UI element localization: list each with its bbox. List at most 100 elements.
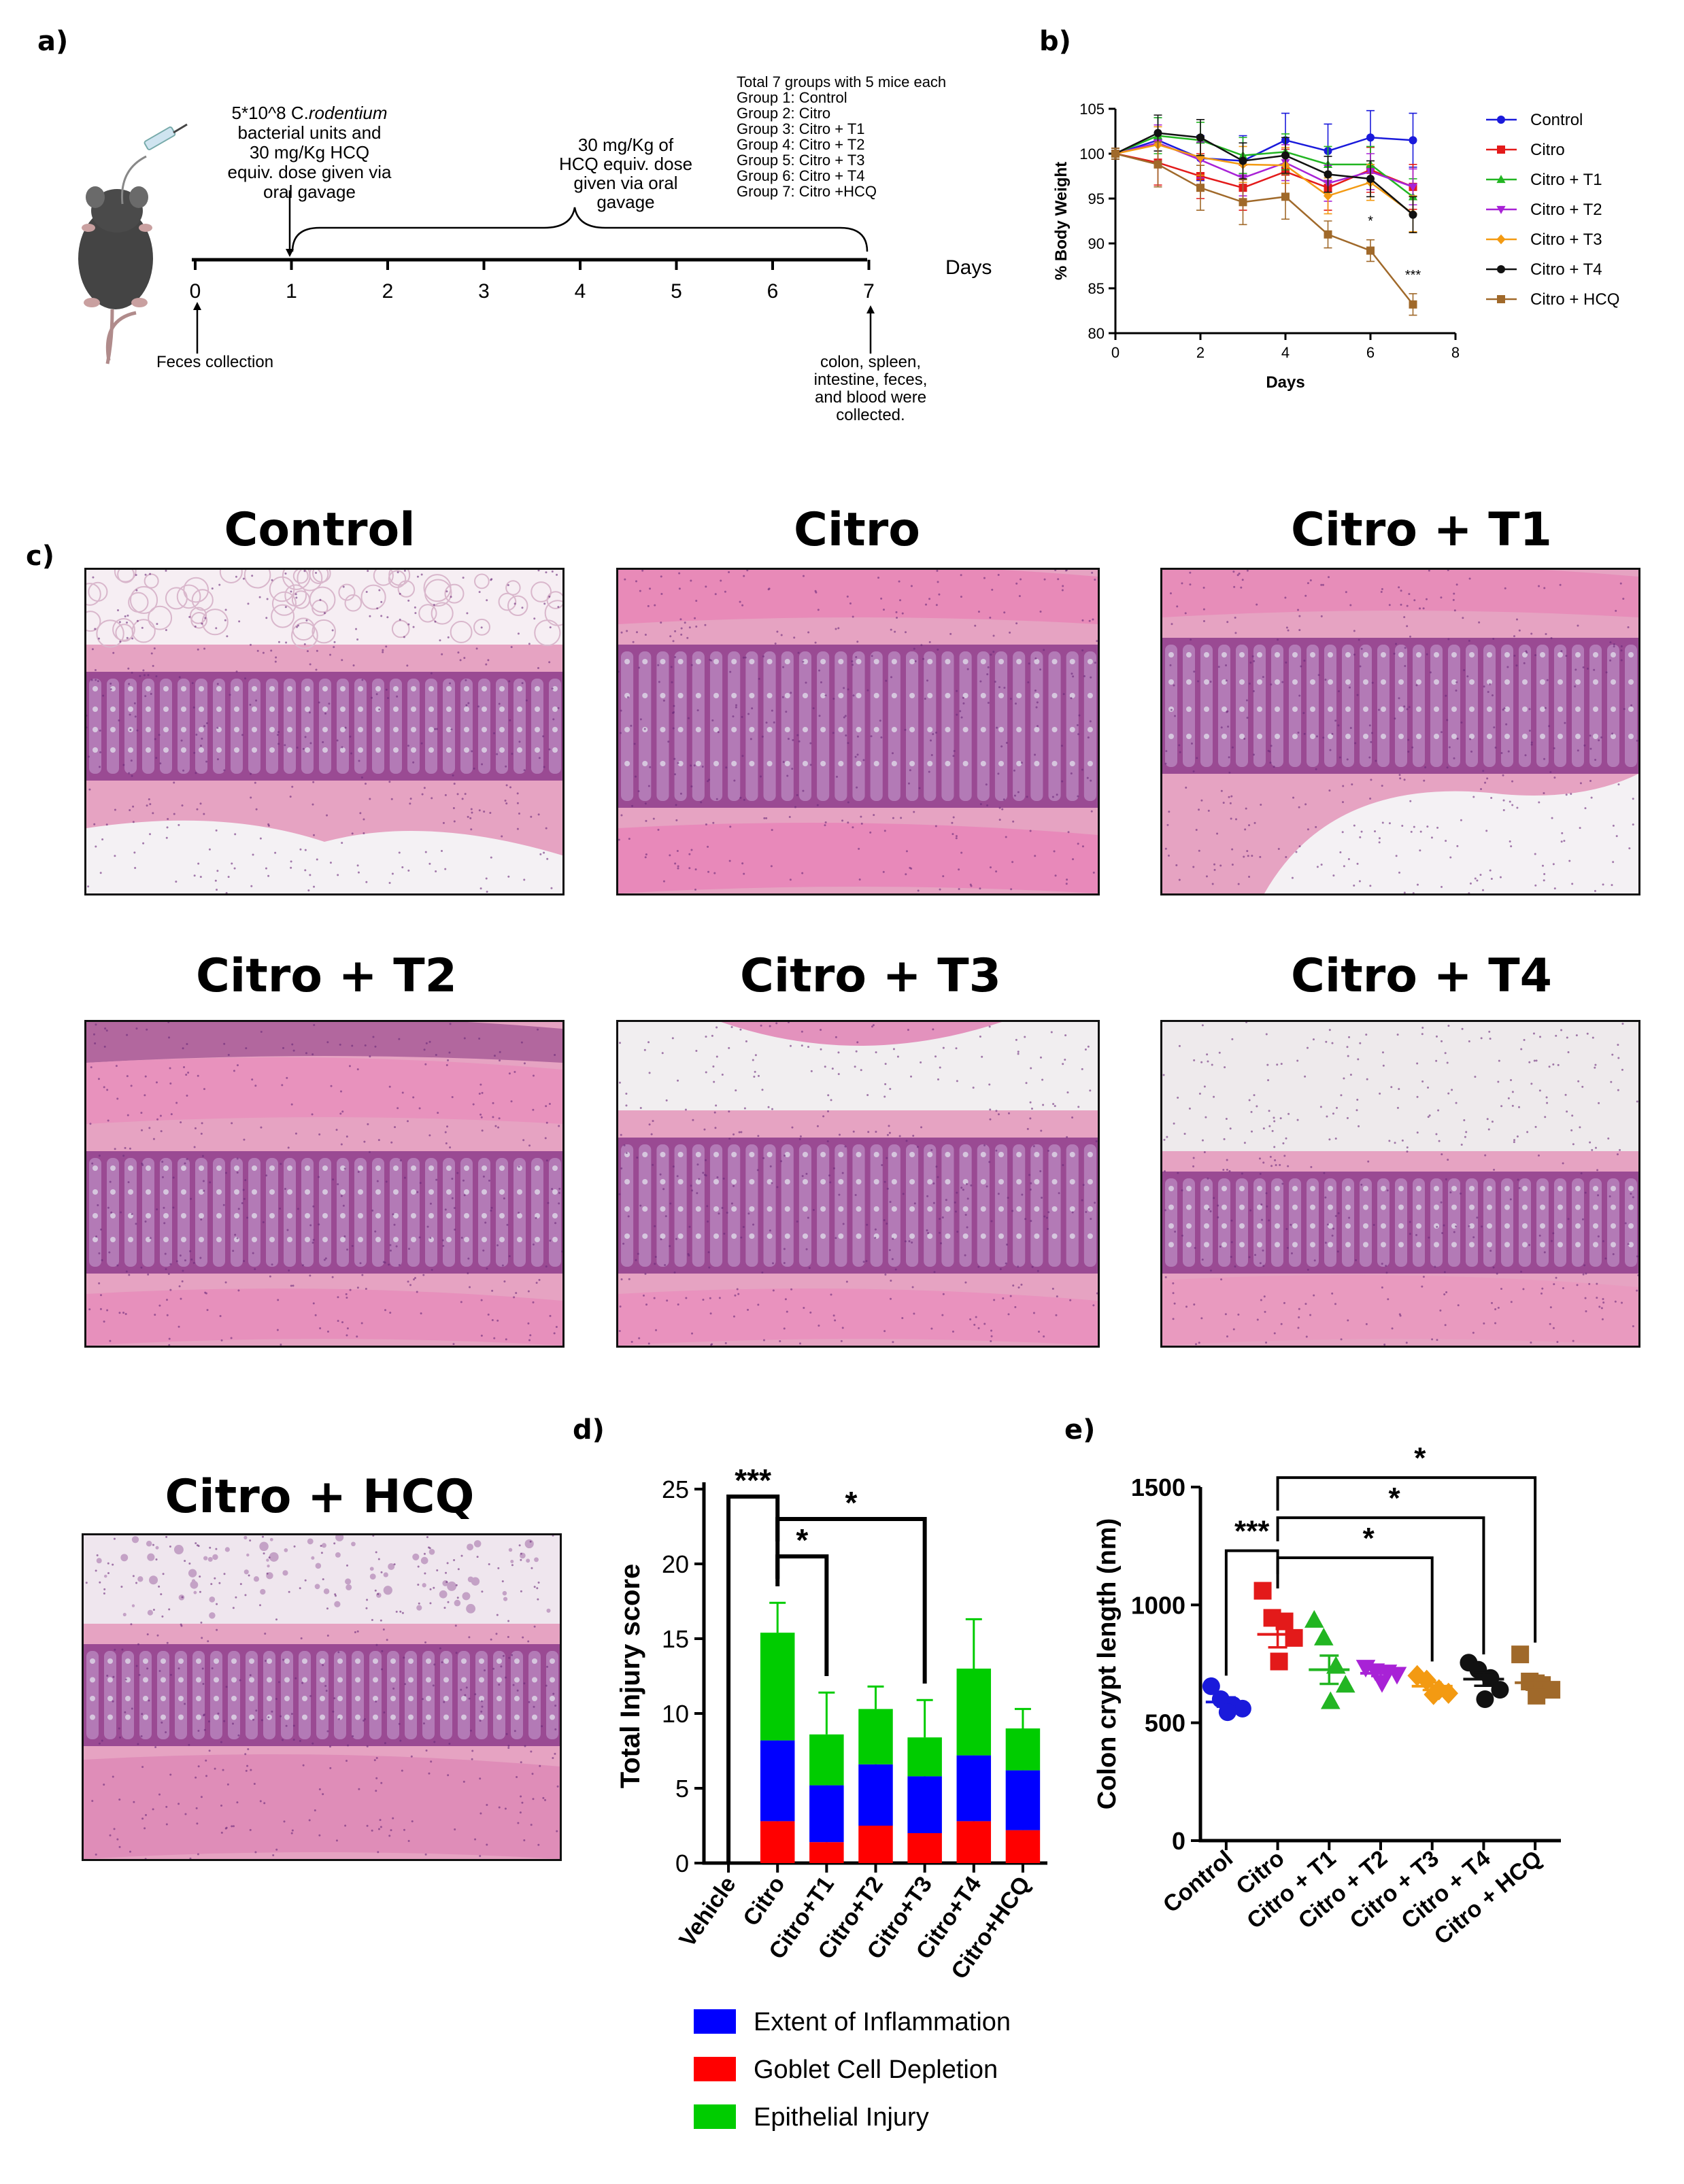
dose-text-line: oral gavage xyxy=(263,182,356,202)
treatment-brace xyxy=(291,207,869,252)
data-point xyxy=(1233,1699,1251,1718)
error-bar xyxy=(1526,1674,1545,1691)
timeline-tick-label: 4 xyxy=(575,280,586,303)
treatment-text: gavage xyxy=(596,192,654,212)
bar-segment xyxy=(858,1826,893,1863)
legend-label: Epithelial Injury xyxy=(754,2103,929,2132)
data-point xyxy=(1239,156,1247,165)
legend-marker xyxy=(1496,205,1506,214)
y-tick-label: 0 xyxy=(1172,1827,1185,1855)
legend-marker xyxy=(1497,295,1505,303)
y-tick-label: 15 xyxy=(662,1625,689,1653)
feces-collection-text: Feces collection xyxy=(156,353,273,371)
histo-title-citro-hcq: Citro + HCQ xyxy=(165,1470,475,1524)
crypt-length-chart: 0 500 1000 1500 Colon crypt length (nm) Contr… xyxy=(1093,1441,1561,1950)
y-axis-label: Colon crypt length (nm) xyxy=(1093,1518,1122,1810)
group-text-line: Group 5: Citro + T3 xyxy=(737,152,865,169)
legend-marker xyxy=(1497,116,1505,124)
collection-text: collected. xyxy=(836,406,905,424)
bar-segment xyxy=(858,1764,893,1826)
data-point xyxy=(1409,136,1417,145)
y-tick-label: 25 xyxy=(662,1475,689,1503)
y-tick-label: 100 xyxy=(1079,146,1105,163)
x-tick-label: 0 xyxy=(1111,344,1119,361)
histology-image-citro xyxy=(616,568,1100,895)
error-bar xyxy=(1268,1620,1287,1649)
panel-label-c: c) xyxy=(26,541,54,572)
data-point xyxy=(1387,1667,1407,1685)
x-tick-label: 6 xyxy=(1366,344,1375,361)
error-bar xyxy=(1319,1654,1339,1686)
collection-text: colon, spleen, xyxy=(820,353,921,371)
data-point xyxy=(1320,1691,1341,1709)
y-tick-label: 1500 xyxy=(1131,1473,1185,1501)
significance-bracket xyxy=(1276,1476,1537,1643)
data-point xyxy=(1202,1677,1220,1695)
series-line xyxy=(1115,135,1414,198)
x-axis-label: Days xyxy=(1266,373,1304,392)
y-tick-label: 0 xyxy=(675,1849,689,1877)
data-point xyxy=(1366,133,1375,142)
data-point xyxy=(1324,170,1332,179)
significance-mark: * xyxy=(796,1522,808,1558)
data-point xyxy=(1270,1652,1288,1671)
panel-label-d: d) xyxy=(573,1414,605,1446)
dose-text-line: equiv. dose given via xyxy=(228,162,392,182)
bar-segment xyxy=(760,1633,795,1741)
bar-segment xyxy=(907,1776,942,1833)
error-bar xyxy=(1014,1707,1031,1728)
data-point xyxy=(1196,184,1205,192)
x-tick-label: Control xyxy=(1158,1845,1238,1918)
bar-segment xyxy=(809,1734,844,1786)
timeline-tick-label: 1 xyxy=(286,280,297,303)
legend-swatch xyxy=(694,2057,736,2081)
series-line xyxy=(1115,136,1413,162)
legend-label: Citro xyxy=(1530,141,1565,159)
data-point xyxy=(1285,1628,1303,1647)
legend-swatch xyxy=(694,2104,736,2129)
timeline-tick-label: 5 xyxy=(671,280,682,303)
data-point xyxy=(1476,1690,1494,1708)
significance-mark: * xyxy=(1363,1522,1375,1555)
legend-marker xyxy=(1497,265,1505,273)
legend-label: Citro + HCQ xyxy=(1530,290,1619,309)
y-tick-label: 95 xyxy=(1088,190,1105,207)
x-tick-label: 8 xyxy=(1451,344,1460,361)
data-point xyxy=(1153,160,1162,169)
treatment-text: given via oral xyxy=(573,173,677,193)
data-point xyxy=(1409,210,1417,219)
histo-title-citro: Citro xyxy=(794,503,920,557)
bar-segment xyxy=(956,1755,992,1822)
legend-swatch xyxy=(694,2009,736,2034)
data-point xyxy=(1511,1645,1530,1664)
bar-segment xyxy=(760,1821,795,1863)
panel-label-e: e) xyxy=(1064,1414,1096,1446)
data-point xyxy=(1408,183,1418,192)
legend-label: Citro + T1 xyxy=(1530,171,1602,189)
mouse-icon xyxy=(78,186,153,364)
x-tick-label: 2 xyxy=(1196,344,1205,361)
significance-mark: * xyxy=(845,1485,857,1520)
dose-text-line: bacterial units and xyxy=(237,122,381,143)
data-point xyxy=(1281,192,1290,201)
data-point xyxy=(1335,1675,1355,1693)
significance-mark: * xyxy=(1414,1441,1426,1475)
significance-mark: *** xyxy=(735,1463,771,1498)
data-point xyxy=(1366,174,1375,183)
group-text-line: Group 7: Citro +HCQ xyxy=(737,183,877,200)
dose-text: 5*10^8 C.rodentium xyxy=(231,103,387,123)
error-bar xyxy=(1216,1696,1236,1708)
histo-title-citro-t2: Citro + T2 xyxy=(196,949,457,1003)
panel-label-a: a) xyxy=(37,26,69,57)
significance-mark: *** xyxy=(1405,268,1421,283)
data-point xyxy=(1111,150,1119,158)
y-axis-label: Total Injury score xyxy=(616,1564,645,1788)
body-weight-chart: 80 85 90 95 100 105 0 2 4 6 8 Days % Body Weight Cont… xyxy=(1052,101,1619,392)
bar-segment xyxy=(760,1740,795,1822)
series-line xyxy=(1115,141,1413,188)
legend-label: Extent of Inflammation xyxy=(754,2008,1011,2036)
error-bar xyxy=(769,1601,786,1633)
data-point xyxy=(1409,300,1417,309)
